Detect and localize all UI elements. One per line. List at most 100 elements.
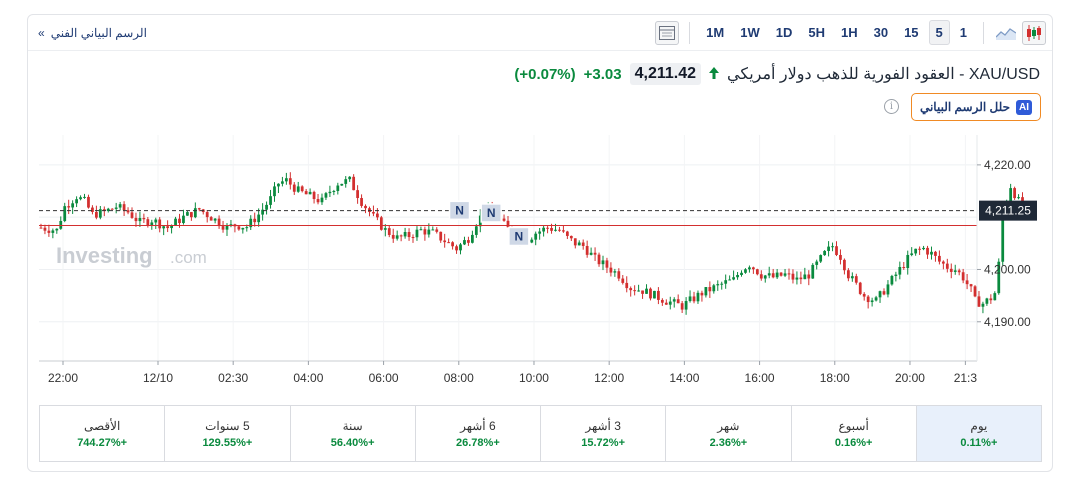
candle xyxy=(530,237,534,244)
candle xyxy=(732,270,735,281)
candle xyxy=(945,258,949,273)
candle xyxy=(862,292,866,301)
perf-6-months[interactable]: 6 أشهر +26.78% xyxy=(414,406,540,461)
candle-body xyxy=(368,208,371,213)
candle xyxy=(455,244,458,254)
candle xyxy=(839,249,842,265)
news-marker[interactable]: N xyxy=(508,226,530,247)
candle-body xyxy=(712,285,716,292)
candle xyxy=(930,246,933,260)
candle-body xyxy=(783,273,787,276)
candle-body xyxy=(213,218,217,221)
candle-body xyxy=(617,271,621,279)
candle xyxy=(205,210,209,223)
perf-3-months[interactable]: 3 أشهر +15.72% xyxy=(540,406,665,461)
candle xyxy=(641,290,644,299)
candle xyxy=(795,271,799,285)
candle-body xyxy=(846,270,850,279)
perf-month[interactable]: شهر +2.36% xyxy=(665,406,790,461)
candle-body xyxy=(340,183,344,186)
candle xyxy=(308,188,312,195)
candle-body xyxy=(288,178,292,185)
price-chart[interactable]: Investing .com 4,211.25 N N N 4,220.00 4,200… xyxy=(28,15,1052,405)
candle xyxy=(854,273,858,285)
candle xyxy=(902,262,906,270)
back-link-label[interactable]: الرسم البياني الفني xyxy=(50,26,147,40)
candle xyxy=(696,290,700,304)
area-chart-button[interactable] xyxy=(994,21,1018,45)
perf-value: +744.27% xyxy=(77,436,128,449)
candle-body xyxy=(874,297,878,301)
timeframe-5H[interactable]: 5H xyxy=(808,25,825,40)
timeframe-1M[interactable]: 1M xyxy=(706,25,725,40)
timeframe-5[interactable]: 5 xyxy=(928,20,950,45)
timeframe-30[interactable]: 30 xyxy=(873,25,889,40)
candle-body xyxy=(197,208,201,210)
candle-body xyxy=(811,264,815,279)
news-marker[interactable]: N xyxy=(480,203,502,223)
candle-body xyxy=(621,278,625,283)
candle-body xyxy=(530,239,534,243)
timeframe-1D[interactable]: 1D xyxy=(775,25,793,40)
timeframe-1[interactable]: 1 xyxy=(959,25,967,40)
timeframe-1H[interactable]: 1H xyxy=(840,25,858,40)
candle xyxy=(257,208,261,227)
x-tick-label: 22:00 xyxy=(48,371,78,385)
candle-body xyxy=(843,259,846,271)
candle-body xyxy=(748,267,751,270)
candle xyxy=(376,208,379,221)
perf-max[interactable]: الأقصى +744.27% xyxy=(40,406,164,461)
candle-body xyxy=(281,181,284,184)
candle-body xyxy=(273,186,276,197)
analyze-chart-button[interactable]: AI حلل الرسم البياني xyxy=(910,93,1041,121)
candle xyxy=(478,209,482,233)
candle xyxy=(993,291,997,301)
candle xyxy=(688,290,692,303)
candle-body xyxy=(934,251,937,256)
candle-body xyxy=(775,272,779,278)
candle xyxy=(368,206,371,217)
candle xyxy=(664,299,668,305)
candle-body xyxy=(542,227,546,232)
candle-body xyxy=(585,245,589,255)
candle-body xyxy=(878,291,882,298)
candle xyxy=(502,214,506,222)
candle xyxy=(106,207,110,213)
technical-chart-link[interactable]: الرسم البياني الفني » xyxy=(38,26,147,40)
change-value: +3.03 xyxy=(583,65,622,83)
timeframe-15[interactable]: 15 xyxy=(904,25,919,40)
candle xyxy=(581,239,585,250)
candle-body xyxy=(395,235,399,239)
perf-week[interactable]: أسبوع +0.16% xyxy=(790,406,916,461)
candle-body xyxy=(344,179,348,184)
table-view-button[interactable] xyxy=(655,20,680,45)
candle-body xyxy=(502,218,506,221)
x-tick-label: 06:00 xyxy=(369,371,399,385)
candle-body xyxy=(134,217,138,222)
timeframe-1W[interactable]: 1W xyxy=(740,25,760,40)
candlestick-chart-button[interactable] xyxy=(1022,20,1046,45)
candle xyxy=(387,225,391,238)
candle-body xyxy=(451,242,454,247)
candle xyxy=(182,209,185,225)
candle xyxy=(162,225,166,236)
candle xyxy=(118,201,122,211)
candle-body xyxy=(565,231,569,236)
candle-body xyxy=(740,272,743,275)
candle-body xyxy=(653,290,656,299)
candle-body xyxy=(989,298,993,301)
y-tick-label: 4,200.00 xyxy=(984,262,1031,276)
candle-body xyxy=(312,191,316,200)
perf-5-years[interactable]: 5 سنوات +129.55% xyxy=(164,406,289,461)
perf-year[interactable]: سنة +56.40% xyxy=(289,406,415,461)
candle-body xyxy=(166,226,170,229)
candle xyxy=(372,205,375,217)
candle xyxy=(565,230,569,240)
candle xyxy=(926,245,929,259)
news-marker[interactable]: N xyxy=(448,200,471,221)
info-icon[interactable]: i xyxy=(884,99,899,114)
perf-value: +15.72% xyxy=(581,436,625,449)
perf-day[interactable]: يوم +0.11% xyxy=(915,406,1041,461)
candle xyxy=(439,231,443,243)
candle-body xyxy=(372,212,375,214)
